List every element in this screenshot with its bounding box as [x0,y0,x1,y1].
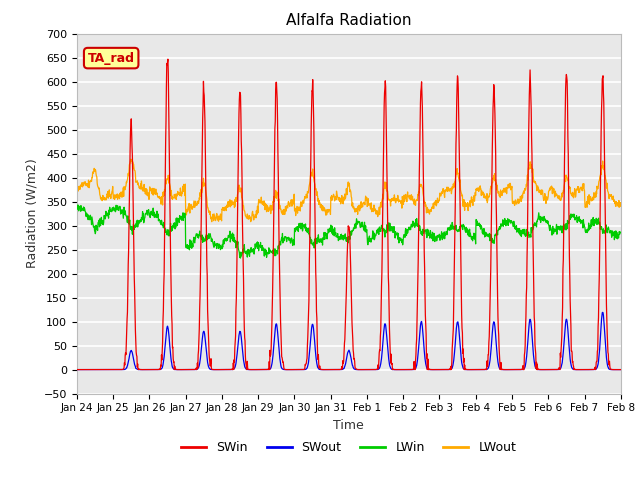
Line: SWout: SWout [77,312,621,370]
X-axis label: Time: Time [333,419,364,432]
SWin [434,367,442,372]
SWout [73,367,81,372]
LWin [505,218,513,224]
SWout [433,367,441,372]
SWout [255,367,262,372]
SWin [617,367,625,372]
LWout [434,197,442,203]
SWin [181,367,189,372]
LWin [255,243,263,249]
LWin [617,229,625,235]
LWin [553,231,561,237]
Line: LWin: LWin [77,205,621,258]
LWin [181,210,189,216]
SWout [599,310,607,315]
SWout [194,366,202,372]
SWin [195,352,202,358]
SWin [255,367,263,372]
LWout [617,202,625,208]
SWout [504,367,512,372]
SWin [553,367,561,372]
LWout [505,181,513,187]
LWout [127,156,134,162]
Line: LWout: LWout [77,159,621,222]
LWout [553,192,561,197]
LWin [74,202,82,208]
LWin [237,255,244,261]
Title: Alfalfa Radiation: Alfalfa Radiation [286,13,412,28]
SWin [505,367,513,372]
Legend: SWin, SWout, LWin, LWout: SWin, SWout, LWin, LWout [176,436,522,459]
Text: TA_rad: TA_rad [88,51,134,65]
SWin [164,56,172,62]
LWout [73,190,81,195]
SWout [180,367,188,372]
Line: SWin: SWin [77,59,621,370]
LWout [195,198,202,204]
LWin [73,205,81,211]
LWout [255,200,263,205]
SWout [617,367,625,372]
SWout [552,367,560,372]
LWin [434,232,442,238]
SWin [73,367,81,372]
LWout [181,192,189,198]
LWin [195,232,202,238]
Y-axis label: Radiation (W/m2): Radiation (W/m2) [25,159,38,268]
LWout [208,219,216,225]
